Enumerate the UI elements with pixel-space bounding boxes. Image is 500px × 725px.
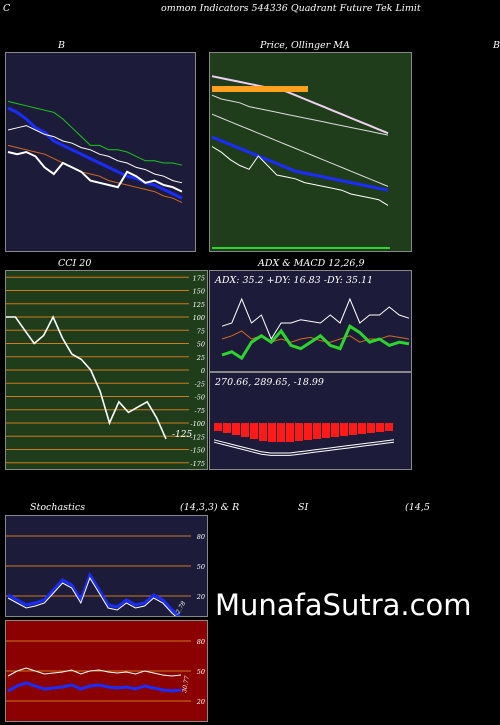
cci-tick-label: 0 bbox=[201, 367, 205, 375]
adx-values: ADX: 35.2 +DY: 16.83 -DY: 35.11 bbox=[215, 275, 374, 286]
macd-panel: 270.66, 289.65, -18.99 bbox=[209, 372, 412, 470]
macd-bar bbox=[349, 423, 357, 435]
cci-tick-label: 150 bbox=[193, 288, 205, 296]
header-title: ommon Indicators 544336 Quadrant Future … bbox=[161, 3, 421, 14]
macd-bar bbox=[268, 423, 276, 442]
macd-bar bbox=[295, 423, 303, 441]
adx-line-2 bbox=[221, 323, 410, 361]
stoch-tick-label: 80 bbox=[197, 533, 205, 541]
macd-bar bbox=[376, 423, 384, 432]
rsi-tick-label: 20 bbox=[196, 698, 205, 706]
rsi-line bbox=[7, 681, 182, 693]
bollinger-line-0 bbox=[7, 106, 183, 200]
cci-tick-label: -25 bbox=[195, 380, 205, 388]
bollinger-line-3 bbox=[7, 144, 183, 204]
stoch-value-label: -2.78 bbox=[174, 600, 188, 616]
stoch-tick-label: 50 bbox=[197, 563, 205, 571]
cci-panel: 175 150 125 100 75 50 25 0 -25 -50 -75 -100 -125 -150… bbox=[5, 270, 208, 470]
header-left: C bbox=[3, 3, 11, 14]
adx-macd-label: ADX & MACD 12,26,9 bbox=[258, 258, 365, 269]
bollinger-line-1 bbox=[7, 125, 183, 184]
macd-bar bbox=[367, 423, 375, 433]
stoch-d-line bbox=[7, 571, 182, 620]
cci-value-label: -125 bbox=[172, 430, 192, 440]
macd-bar bbox=[304, 423, 312, 440]
cci-chart: 175 150 125 100 75 50 25 0 -25 -50 -75 -100 -125 -150… bbox=[6, 274, 205, 468]
macd-bar bbox=[286, 423, 294, 442]
cci-tick-label: 175 bbox=[193, 274, 205, 282]
cci-tick-label: -150 bbox=[190, 447, 205, 455]
cci-tick-label: 100 bbox=[193, 314, 205, 322]
macd-bar bbox=[250, 423, 258, 439]
macd-bar bbox=[223, 423, 231, 433]
bollinger-chart bbox=[7, 100, 183, 204]
volume-baseline bbox=[212, 247, 390, 249]
stochastics-chart: 80 50 20 -2.78 bbox=[6, 533, 205, 622]
macd-bar bbox=[232, 423, 240, 435]
macd-bar bbox=[358, 423, 366, 434]
rsi-params-label: (14,5 bbox=[405, 502, 430, 513]
price-ma-label: Price, Ollinger MA bbox=[260, 40, 350, 51]
stoch-k-line bbox=[7, 576, 182, 622]
price-ma-line-1 bbox=[211, 94, 389, 136]
price-ma-line-3 bbox=[211, 135, 389, 192]
macd-bar bbox=[331, 423, 339, 437]
rsi-tick-label: 50 bbox=[197, 668, 205, 676]
cci-tick-label: 50 bbox=[197, 341, 205, 349]
cci-tick-label: -100 bbox=[190, 420, 205, 428]
bollinger-label: B bbox=[58, 40, 65, 51]
price-bar-orange bbox=[212, 86, 308, 92]
price-ma-line-2 bbox=[211, 113, 389, 187]
bollinger-panel bbox=[5, 52, 196, 252]
price-ma-line-0 bbox=[211, 75, 389, 135]
stochastics-label: Stochastics bbox=[30, 502, 86, 513]
mrsi-line bbox=[7, 667, 182, 677]
macd-bar bbox=[277, 423, 285, 442]
rsi-panel: 80 50 20 30.77 bbox=[5, 620, 208, 722]
macd-bar bbox=[259, 423, 267, 441]
stoch-params-label: (14,3,3) & R bbox=[180, 502, 240, 513]
rsi-chart: 80 50 20 30.77 bbox=[6, 638, 205, 706]
cci-label: CCI 20 bbox=[58, 258, 92, 269]
bollinger-line-4 bbox=[7, 150, 183, 193]
rsi-label: SI bbox=[298, 502, 309, 513]
adx-line-0 bbox=[221, 297, 410, 341]
rsi-tick-label: 80 bbox=[197, 638, 205, 646]
macd-bar bbox=[340, 423, 348, 436]
price-ma-line-4 bbox=[211, 146, 389, 206]
adx-chart bbox=[221, 297, 410, 361]
macd-signal-line bbox=[213, 439, 395, 454]
cci-line bbox=[6, 315, 167, 440]
right-edge-label: B bbox=[493, 40, 500, 51]
cci-tick-label: -75 bbox=[195, 407, 205, 415]
macd-bar bbox=[385, 423, 393, 431]
stochastics-panel: 80 50 20 -2.78 bbox=[5, 515, 208, 622]
macd-bar bbox=[241, 423, 249, 437]
watermark: MunafaSutra.com bbox=[215, 588, 472, 622]
cci-tick-label: 125 bbox=[193, 301, 205, 309]
cci-tick-label: -175 bbox=[190, 460, 205, 468]
cci-tick-label: -125 bbox=[190, 433, 205, 441]
adx-panel: ADX: 35.2 +DY: 16.83 -DY: 35.11 bbox=[209, 270, 412, 372]
price-ma-panel bbox=[209, 52, 412, 252]
cci-tick-label: 75 bbox=[197, 327, 205, 335]
macd-values: 270.66, 289.65, -18.99 bbox=[215, 377, 324, 388]
macd-line bbox=[213, 441, 395, 456]
macd-bar bbox=[322, 423, 330, 438]
macd-bar bbox=[214, 423, 222, 431]
macd-chart bbox=[213, 423, 395, 456]
cci-tick-label: 25 bbox=[196, 354, 205, 362]
stoch-tick-label: 20 bbox=[196, 593, 205, 601]
rsi-value-label: 30.77 bbox=[181, 675, 191, 693]
cci-tick-label: -50 bbox=[195, 394, 205, 402]
price-ma-chart bbox=[211, 75, 390, 249]
macd-bar bbox=[313, 423, 321, 439]
bollinger-line-2 bbox=[7, 100, 183, 166]
